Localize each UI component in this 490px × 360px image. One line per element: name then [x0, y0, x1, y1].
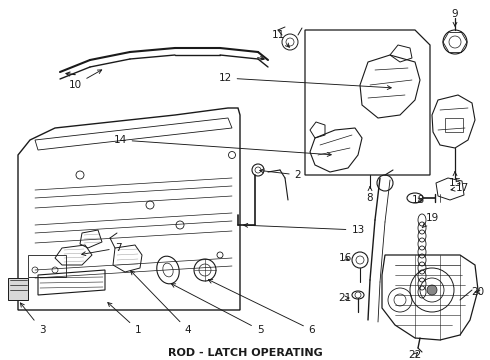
Circle shape [427, 285, 437, 295]
Bar [28, 255, 66, 277]
Text: 18: 18 [412, 195, 425, 205]
Text: 9: 9 [452, 9, 458, 26]
Text: 6: 6 [208, 280, 315, 335]
Text: 20: 20 [471, 287, 485, 297]
Bar [8, 278, 28, 300]
Text: 10: 10 [69, 70, 102, 90]
Text: 4: 4 [131, 271, 191, 335]
Text: 1: 1 [108, 302, 141, 335]
Text: 19: 19 [422, 213, 439, 228]
Text: 11: 11 [271, 30, 290, 47]
Text: 5: 5 [172, 284, 263, 335]
Text: 2: 2 [260, 169, 301, 180]
Text: 7: 7 [82, 243, 122, 256]
Text: ROD - LATCH OPERATING: ROD - LATCH OPERATING [168, 348, 322, 358]
Text: 13: 13 [244, 224, 365, 235]
Text: 12: 12 [219, 73, 391, 90]
Text: 8: 8 [367, 187, 373, 203]
Text: 3: 3 [21, 303, 45, 335]
Text: 16: 16 [339, 253, 352, 263]
Text: 22: 22 [408, 350, 421, 360]
Text: 21: 21 [339, 293, 352, 303]
Text: 17: 17 [451, 183, 468, 193]
Text: 14: 14 [113, 135, 331, 156]
Text: 15: 15 [448, 172, 462, 188]
Bar [445, 118, 463, 132]
